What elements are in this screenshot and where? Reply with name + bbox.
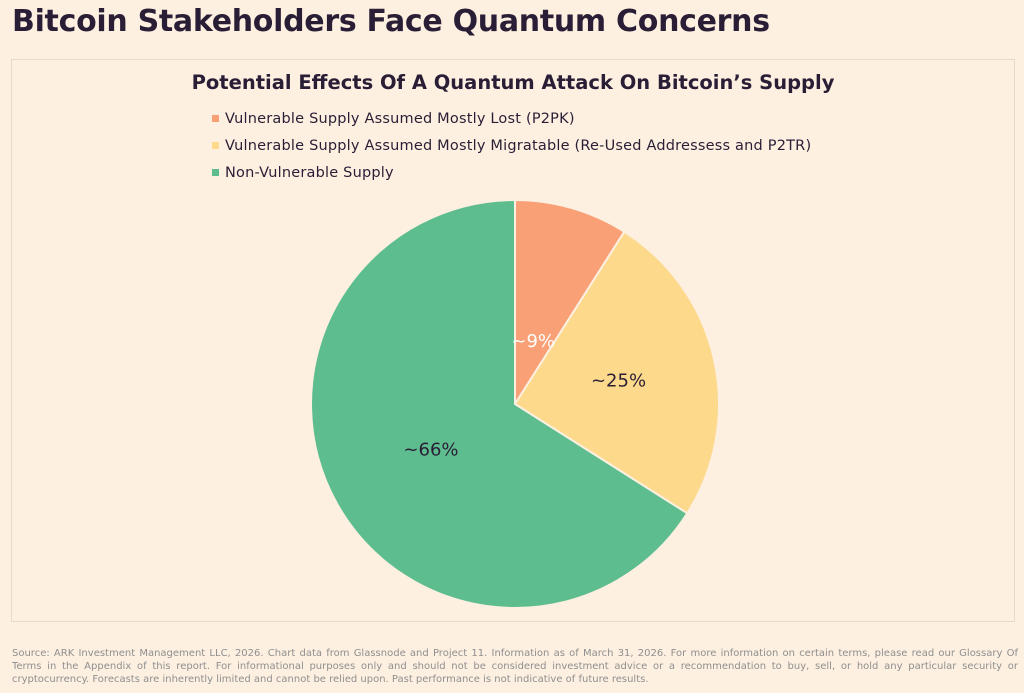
chart-legend: Vulnerable Supply Assumed Mostly Lost (P… bbox=[212, 105, 811, 186]
page-title: Bitcoin Stakeholders Face Quantum Concer… bbox=[12, 4, 770, 39]
legend-label-non-vulnerable: Non-Vulnerable Supply bbox=[225, 164, 394, 181]
legend-swatch-migratable bbox=[212, 142, 219, 149]
pie-slices bbox=[310, 198, 720, 609]
pie-label-lost: ~9% bbox=[511, 331, 555, 352]
chart-title: Potential Effects Of A Quantum Attack On… bbox=[191, 71, 835, 94]
pie-slice-lost bbox=[514, 198, 626, 408]
pie-chart: ~9% ~25% ~66% bbox=[310, 198, 720, 609]
pie-label-migratable: ~25% bbox=[591, 370, 646, 391]
legend-swatch-non-vulnerable bbox=[212, 169, 219, 176]
pie-slice-migratable bbox=[513, 230, 720, 515]
legend-label-lost: Vulnerable Supply Assumed Mostly Lost (P… bbox=[225, 110, 575, 127]
legend-swatch-lost bbox=[212, 115, 219, 122]
legend-label-migratable: Vulnerable Supply Assumed Mostly Migrata… bbox=[225, 137, 812, 154]
legend-item-lost: Vulnerable Supply Assumed Mostly Lost (P… bbox=[212, 105, 811, 132]
legend-item-migratable: Vulnerable Supply Assumed Mostly Migrata… bbox=[212, 132, 811, 159]
source-note: Source: ARK Investment Management LLC, 2… bbox=[12, 648, 1018, 685]
pie-slice-non-vulnerable bbox=[310, 198, 689, 609]
pie-label-non-vulnerable: ~66% bbox=[403, 440, 458, 461]
chart-panel: Potential Effects Of A Quantum Attack On… bbox=[11, 59, 1015, 622]
legend-item-non-vulnerable: Non-Vulnerable Supply bbox=[212, 159, 811, 186]
pie-labels: ~9% ~25% ~66% bbox=[403, 331, 646, 461]
